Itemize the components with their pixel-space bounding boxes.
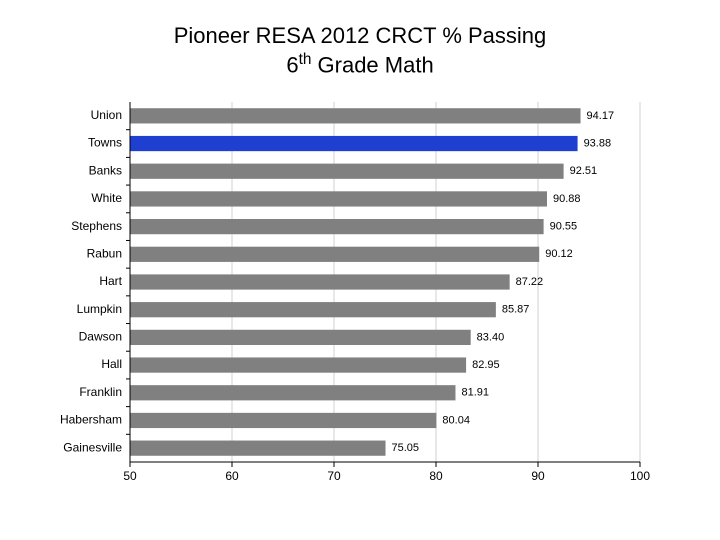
category-label: Dawson [79, 330, 122, 344]
bar [130, 357, 466, 372]
bar [130, 219, 544, 234]
value-label: 92.51 [570, 165, 598, 177]
bar [130, 191, 547, 206]
bar [130, 330, 471, 345]
value-label: 87.22 [516, 276, 544, 288]
x-tick-label: 60 [225, 469, 239, 483]
value-label: 81.91 [461, 387, 489, 399]
value-label: 82.95 [472, 359, 500, 371]
value-label: 90.12 [545, 248, 573, 260]
category-label: Rabun [87, 246, 122, 260]
bar [130, 413, 436, 428]
category-label: Hall [101, 357, 122, 371]
category-label: White [91, 191, 122, 205]
category-label: Gainesville [63, 440, 122, 454]
value-label: 85.87 [502, 304, 530, 316]
bar [130, 385, 455, 400]
value-label: 90.55 [550, 221, 578, 233]
bar [130, 247, 539, 262]
bar [130, 164, 564, 179]
category-label: Franklin [79, 385, 122, 399]
category-label: Towns [88, 136, 122, 150]
x-tick-label: 80 [429, 469, 443, 483]
value-label: 93.88 [584, 137, 612, 149]
category-label: Union [91, 108, 122, 122]
title-line2-sup: th [299, 51, 312, 68]
chart-title-line2: 6th Grade Math [0, 50, 720, 79]
title-line2-suffix: Grade Math [311, 52, 433, 77]
x-tick-label: 70 [327, 469, 341, 483]
bar-chart-svg: Union 94.17 Towns 93.88 Banks 92.51 White 90.88… [40, 92, 680, 512]
bar [130, 302, 496, 317]
value-label: 90.88 [553, 193, 581, 205]
bar [130, 441, 386, 456]
category-label: Stephens [71, 219, 122, 233]
x-tick-label: 100 [630, 469, 650, 483]
category-label: Habersham [60, 413, 122, 427]
x-tick-label: 90 [531, 469, 545, 483]
x-tick-label: 50 [123, 469, 137, 483]
value-label: 75.05 [392, 442, 420, 454]
category-label: Lumpkin [77, 302, 122, 316]
title-line2-prefix: 6 [286, 52, 298, 77]
chart-title-line1: Pioneer RESA 2012 CRCT % Passing [0, 22, 720, 50]
bar [130, 274, 510, 289]
bar [130, 108, 581, 123]
value-label: 94.17 [587, 110, 615, 122]
category-label: Hart [99, 274, 122, 288]
bar [130, 136, 578, 151]
value-label: 80.04 [442, 414, 470, 426]
category-label: Banks [89, 163, 122, 177]
value-label: 83.40 [477, 331, 505, 343]
bar-chart: Union 94.17 Towns 93.88 Banks 92.51 White 90.88… [40, 92, 680, 512]
